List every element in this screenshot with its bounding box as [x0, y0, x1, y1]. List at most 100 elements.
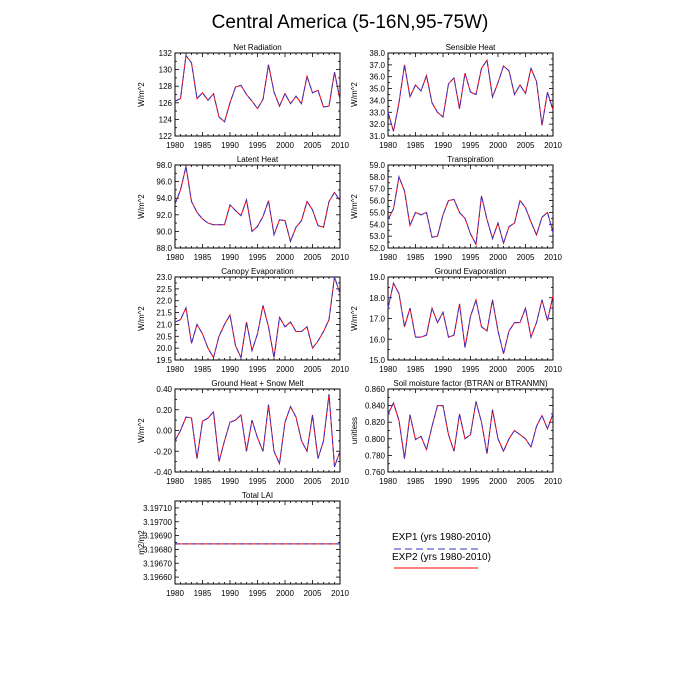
series-line-exp2 — [387, 58, 554, 132]
y-tick-label: 18.0 — [369, 294, 385, 303]
x-tick-label: 2000 — [489, 253, 507, 262]
panel-frame — [387, 164, 554, 249]
x-tick-label: 1990 — [221, 141, 239, 150]
y-tick-label: 57.0 — [369, 185, 385, 194]
y-tick-label: 21.0 — [156, 320, 172, 329]
x-tick-label: 1990 — [221, 253, 239, 262]
panel-frame — [174, 388, 341, 473]
y-tick-label: 34.0 — [369, 96, 385, 105]
x-tick-label: 2000 — [276, 365, 294, 374]
panel-8: Soil moisture factor (BTRAN or BTRANMN) u… — [350, 379, 562, 486]
x-tick-label: 1990 — [434, 253, 452, 262]
y-tick-label: 54.0 — [369, 220, 385, 229]
y-tick-label: 132 — [159, 49, 173, 58]
y-tick-label: 122 — [159, 132, 173, 141]
y-tick-label: 16.0 — [369, 335, 385, 344]
x-tick-label: 1985 — [194, 365, 212, 374]
series-line-exp2 — [174, 166, 341, 243]
y-tick-label: 38.0 — [369, 49, 385, 58]
y-tick-label: 0.860 — [365, 385, 386, 394]
x-tick-label: 1990 — [434, 141, 452, 150]
series-line-exp1 — [174, 276, 341, 360]
x-tick-label: 1980 — [166, 141, 184, 150]
panel-frame — [174, 164, 341, 249]
y-axis-label: W/m^2 — [137, 82, 146, 107]
panel-title: Ground Heat + Snow Melt — [211, 379, 304, 388]
panel-title: Latent Heat — [237, 155, 279, 164]
y-tick-label: 0.00 — [156, 427, 172, 436]
y-tick-label: 0.40 — [156, 385, 172, 394]
x-tick-label: 2005 — [304, 365, 322, 374]
y-tick-label: 15.0 — [369, 356, 385, 365]
y-tick-label: 20.0 — [156, 344, 172, 353]
y-tick-label: 22.0 — [156, 297, 172, 306]
series-line-exp1 — [174, 54, 341, 123]
panel-frame — [387, 52, 554, 137]
x-tick-label: 1995 — [462, 365, 480, 374]
x-tick-label: 1980 — [379, 365, 397, 374]
y-tick-label: 36.0 — [369, 73, 385, 82]
y-tick-label: 96.0 — [156, 178, 172, 187]
panel-2: Sensible Heat W/m^2 1980 1985 1990 1995 2000 20… — [350, 43, 562, 150]
y-axis-label: W/m^2 — [350, 306, 359, 331]
x-tick-label: 1995 — [249, 141, 267, 150]
y-tick-label: 3.19690 — [143, 532, 172, 541]
x-tick-label: 1985 — [194, 141, 212, 150]
x-tick-label: 2000 — [276, 589, 294, 598]
x-tick-label: 2000 — [276, 253, 294, 262]
y-tick-label: 52.0 — [369, 244, 385, 253]
panel-title: Net Radiation — [233, 43, 281, 52]
y-tick-label: 35.0 — [369, 85, 385, 94]
y-tick-label: 3.19700 — [143, 518, 172, 527]
y-tick-label: -0.20 — [154, 447, 173, 456]
y-tick-label: 55.0 — [369, 208, 385, 217]
x-tick-label: 2005 — [517, 141, 535, 150]
series-line-exp1 — [387, 174, 554, 247]
y-tick-label: 53.0 — [369, 232, 385, 241]
y-axis-label: W/m^2 — [350, 82, 359, 107]
y-tick-label: 124 — [159, 115, 173, 124]
x-tick-label: 2000 — [489, 141, 507, 150]
x-tick-label: 2010 — [544, 141, 562, 150]
x-tick-label: 1985 — [407, 365, 425, 374]
panel-4: Transpiration W/m^2 1980 1985 1990 1995 2000 20… — [350, 155, 562, 262]
x-tick-label: 2000 — [489, 477, 507, 486]
series-line-exp1 — [174, 394, 341, 467]
legend-label-exp1: EXP1 (yrs 1980-2010) — [392, 532, 491, 543]
y-axis-label: W/m^2 — [137, 194, 146, 219]
y-tick-label: 3.19710 — [143, 504, 172, 513]
y-tick-label: 128 — [159, 82, 173, 91]
x-tick-label: 1990 — [434, 365, 452, 374]
panel-title: Total LAI — [242, 491, 273, 500]
series-line-exp1 — [387, 401, 554, 459]
x-tick-label: 2005 — [304, 141, 322, 150]
x-tick-label: 1990 — [221, 477, 239, 486]
x-tick-label: 2010 — [331, 589, 349, 598]
y-tick-label: 126 — [159, 99, 173, 108]
panel-frame — [387, 388, 554, 473]
x-tick-label: 1985 — [194, 477, 212, 486]
series-line-exp2 — [174, 394, 341, 467]
y-axis-label: m2/m2 — [137, 530, 146, 555]
panel-title: Canopy Evaporation — [221, 267, 294, 276]
x-tick-label: 1990 — [221, 365, 239, 374]
panel-frame — [174, 500, 341, 585]
x-tick-label: 2005 — [517, 365, 535, 374]
y-tick-label: 3.19660 — [143, 573, 172, 582]
y-tick-label: 19.0 — [369, 273, 385, 282]
x-tick-label: 2000 — [276, 477, 294, 486]
x-tick-label: 1995 — [249, 589, 267, 598]
x-tick-label: 1995 — [249, 253, 267, 262]
y-axis-label: W/m^2 — [137, 306, 146, 331]
x-tick-label: 1980 — [166, 477, 184, 486]
x-tick-label: 1990 — [434, 477, 452, 486]
x-tick-label: 2010 — [331, 477, 349, 486]
x-tick-label: 1980 — [166, 365, 184, 374]
x-tick-label: 1985 — [407, 141, 425, 150]
y-tick-label: 0.820 — [365, 418, 386, 427]
x-tick-label: 1995 — [249, 365, 267, 374]
panel-title: Ground Evaporation — [435, 267, 507, 276]
series-line-exp1 — [387, 281, 554, 354]
y-tick-label: 37.0 — [369, 61, 385, 70]
